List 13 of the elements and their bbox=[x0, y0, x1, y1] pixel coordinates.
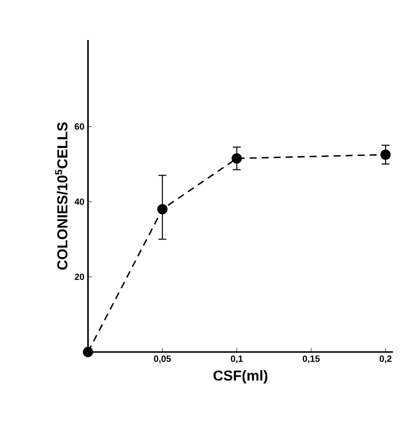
x-tick-label: 0,2 bbox=[380, 356, 392, 364]
x-tick-label: 0,05 bbox=[154, 356, 171, 364]
y-tick-label: 40 bbox=[74, 198, 84, 205]
x-tick-label: 0,1 bbox=[230, 356, 243, 364]
point bbox=[82, 346, 94, 358]
point bbox=[157, 204, 168, 214]
x-axis-title: CSF(ml) bbox=[214, 370, 268, 384]
point bbox=[380, 149, 391, 160]
y-tick-label: 60 bbox=[74, 123, 84, 130]
y-axis-title: COLONIES/10$^{5}$CELLS bbox=[55, 122, 68, 270]
point bbox=[232, 153, 242, 164]
y-tick-label: 20 bbox=[74, 274, 84, 280]
x-tick-label: 0,15 bbox=[302, 356, 320, 364]
